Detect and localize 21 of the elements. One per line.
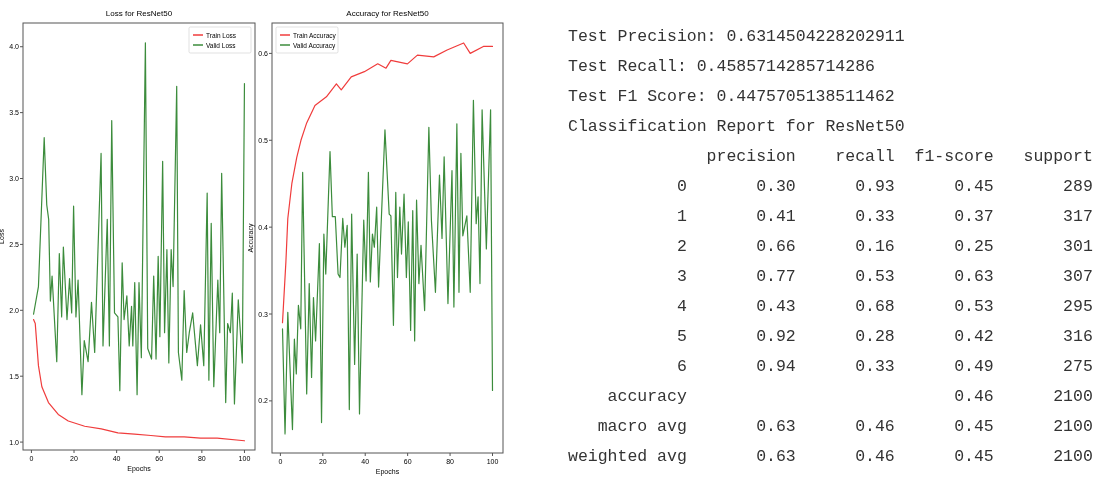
text: macro avg 0.63 0.46 0.45 2100 <box>568 417 1093 436</box>
text: Test F1 Score: 0.4475705138511462 <box>568 87 895 106</box>
text: precision recall f1-score support <box>568 147 1093 166</box>
chart-title: Loss for ResNet50 <box>105 9 173 18</box>
text: 2 0.66 0.16 0.25 301 <box>568 237 1093 256</box>
text: 3 0.77 0.53 0.63 307 <box>568 267 1093 286</box>
text: 0 0.30 0.93 0.45 289 <box>568 177 1093 196</box>
text: accuracy 0.46 2100 <box>568 387 1093 406</box>
text: 1 0.41 0.33 0.37 317 <box>568 207 1093 226</box>
text: Classification Report for ResNet50 <box>568 117 905 136</box>
text: weighted avg 0.63 0.46 0.45 2100 <box>568 447 1093 466</box>
line-series <box>32 42 246 405</box>
text: Test Precision: 0.6314504228202911 <box>568 27 905 46</box>
text: 6 0.94 0.33 0.49 275 <box>568 357 1093 376</box>
text: 4 0.43 0.68 0.53 295 <box>568 297 1093 316</box>
line-series <box>281 99 494 435</box>
text: Test Recall: 0.4585714285714286 <box>568 57 875 76</box>
line-series <box>281 42 494 324</box>
chart-title: Accuracy for ResNet50 <box>346 9 430 18</box>
text: 5 0.92 0.28 0.42 316 <box>568 327 1093 346</box>
line-series <box>32 318 246 442</box>
